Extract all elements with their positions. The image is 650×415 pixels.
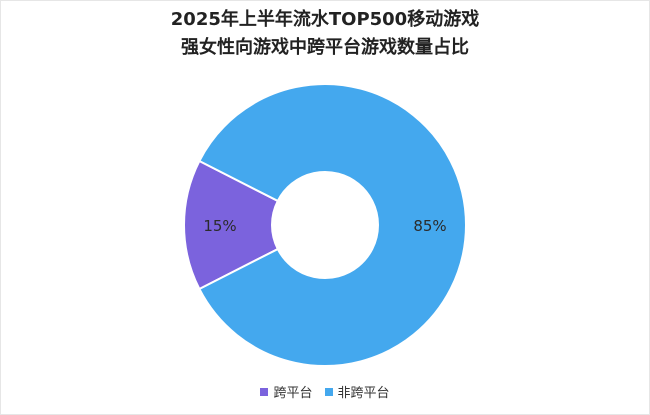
legend-label-non-cross-platform: 非跨平台 [337,386,390,401]
chart-title: 2025年上半年流水TOP500移动游戏 [170,9,480,30]
slice-label-cross-platform: 15% [203,217,236,235]
slice-cross-platform [183,159,280,291]
legend-item-non-cross-platform: 非跨平台 [324,382,390,401]
legend-swatch-cross-platform [260,387,269,396]
chart-legend: 跨平台 非跨平台 [0,382,650,401]
slice-label-non-cross-platform: 85% [413,217,446,235]
legend-label-cross-platform: 跨平台 [273,386,313,401]
slice-non-cross-platform [198,83,467,367]
chart-subtitle: 强女性向游戏中跨平台游戏数量占比 [181,37,469,58]
legend-item-cross-platform: 跨平台 [260,382,313,401]
legend-swatch-non-cross-platform [324,387,333,396]
